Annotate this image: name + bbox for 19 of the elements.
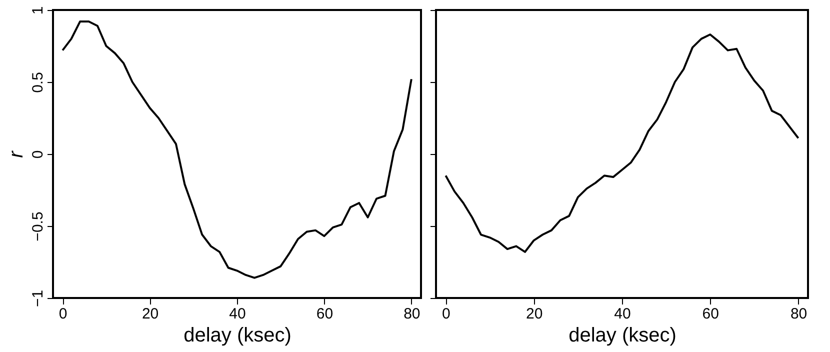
x-tick-label: 20 (142, 306, 159, 322)
x-tick-label: 40 (229, 306, 246, 322)
y-tick-label: 0.5 (30, 72, 46, 93)
line-series (62, 20, 412, 279)
x-tick-label: 60 (702, 306, 719, 322)
x-tick-label: 80 (790, 306, 808, 322)
y-tick-label: −0.5 (30, 212, 46, 242)
y-tick-label: −1 (30, 290, 46, 308)
x-tick-label: 20 (526, 306, 543, 322)
y-tick-label: 1 (30, 6, 46, 15)
x-tick-label: 60 (316, 306, 334, 322)
x-tick-label: 0 (58, 306, 68, 322)
x-tick-label: 40 (614, 306, 631, 322)
x-tick-label: 80 (404, 306, 420, 322)
y-axis-title: r (6, 150, 28, 158)
x-tick-label: 0 (442, 306, 450, 322)
x-axis-title: delay (ksec) (184, 324, 292, 346)
x-axis-title: delay (ksec) (568, 324, 676, 346)
y-tick-label: 0 (30, 150, 46, 159)
